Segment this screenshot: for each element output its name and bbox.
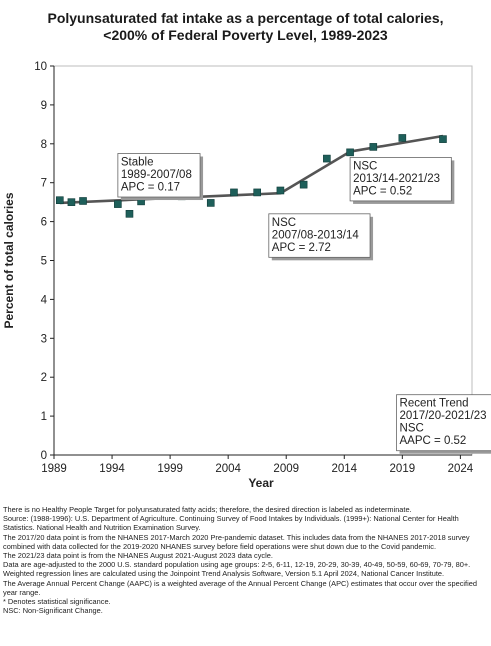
data-point [346, 148, 354, 157]
y-tick-label: 0 [41, 450, 47, 462]
annotation-text: 1989-2007/08 [121, 169, 192, 181]
data-point [125, 210, 134, 218]
annotation-text: Recent Trend [400, 398, 469, 410]
y-tick-label: 6 [41, 217, 47, 229]
data-point [230, 188, 238, 197]
y-tick-label: 10 [34, 61, 47, 73]
y-tick-label: 7 [41, 178, 47, 190]
annotation-text: NSC [353, 160, 377, 172]
data-point [323, 154, 331, 163]
annotation-text: Stable [121, 157, 154, 169]
footnote: Data are age-adjusted to the 2000 U.S. s… [3, 560, 471, 570]
chart-title-line-1: Polyunsaturated fat intake as a percenta… [47, 10, 444, 26]
x-tick-label: 1989 [41, 463, 67, 475]
x-tick-label: 1994 [99, 463, 125, 475]
y-tick-label: 9 [41, 100, 47, 112]
x-tick-label: 2019 [390, 463, 416, 475]
data-point [56, 196, 64, 205]
y-tick-label: 8 [41, 139, 47, 151]
footnote: Weighted regression lines are calculated… [3, 569, 445, 579]
x-tick-label: 1999 [157, 463, 183, 475]
data-point [369, 143, 378, 151]
y-tick-label: 3 [41, 333, 47, 345]
y-tick-label: 2 [41, 372, 47, 384]
footnote: The 2017/20 data point is from the NHANE… [3, 532, 470, 551]
y-tick-label: 1 [41, 411, 47, 423]
footnote: * Denotes statistical significance. [3, 597, 111, 607]
footnote: The 2021/23 data point is from the NHANE… [3, 551, 273, 561]
x-tick-label: 2014 [331, 463, 357, 475]
annotation-box [396, 394, 491, 452]
data-point [299, 180, 308, 189]
data-point [67, 198, 76, 206]
data-point [206, 199, 215, 207]
y-tick-label: 5 [41, 256, 47, 268]
data-point [79, 197, 87, 205]
annotation-text: NSC [400, 423, 424, 435]
footnotes: There is no Healthy People Target for po… [3, 505, 489, 615]
data-point [439, 135, 447, 143]
annotation-text: NSC [272, 217, 296, 229]
annotation-text: APC = 0.17 [121, 182, 180, 194]
footnote: Source: (1988-1996): U.S. Department of … [3, 514, 459, 533]
x-tick-label: 2024 [448, 463, 474, 475]
annotation-text: 2017/20-2021/23 [400, 410, 487, 422]
annotation-box [268, 213, 371, 258]
annotation-text: APC = 2.72 [272, 242, 331, 254]
trend-chart: 0 1 2 3 4 5 6 7 8 9 10 1989 1994 1999 2004 2009 2014 2019… [2, 61, 491, 490]
annotation-text: APC = 0.52 [353, 185, 412, 197]
data-point [276, 186, 285, 195]
annotation-text: AAPC = 0.52 [400, 435, 467, 447]
annotation-box [349, 157, 452, 202]
x-axis-label: Year [248, 476, 274, 490]
annotation-text: 2013/14-2021/23 [353, 173, 440, 185]
y-tick-label: 4 [41, 294, 48, 306]
footnote: There is no Healthy People Target for po… [3, 505, 412, 514]
annotation-text: 2007/08-2013/14 [272, 229, 360, 241]
footnote: NSC: Non-Significant Change. [3, 606, 103, 616]
data-point [114, 200, 122, 208]
data-point [398, 134, 407, 142]
x-tick-label: 2004 [215, 463, 241, 475]
chart-title-line-2: <200% of Federal Poverty Level, 1989-202… [103, 27, 388, 43]
annotation-box [117, 153, 201, 198]
x-tick-label: 2009 [273, 463, 299, 475]
y-axis-label: Percent of total calories [2, 192, 16, 328]
footnote: The Average Annual Percent Change (AAPC)… [3, 578, 477, 597]
data-point [253, 188, 261, 197]
chart-title: Polyunsaturated fat intake as a percenta… [0, 10, 491, 44]
